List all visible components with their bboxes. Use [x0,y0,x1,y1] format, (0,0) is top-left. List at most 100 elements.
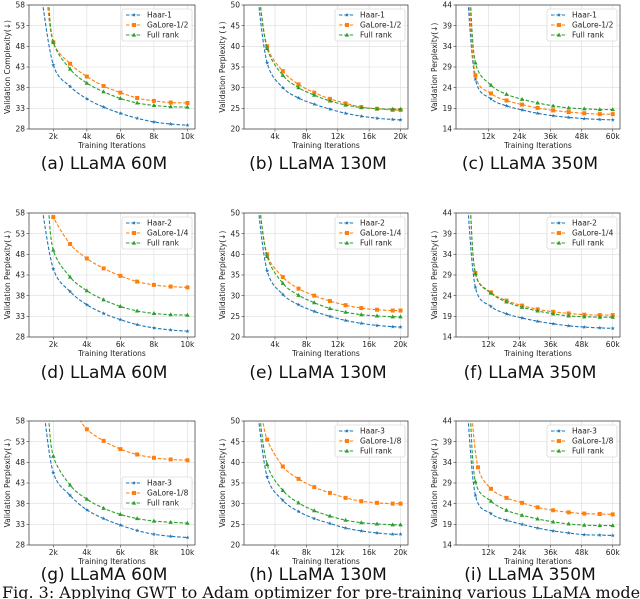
x-tick-label: 48k [575,548,590,557]
y-tick-label: 20 [230,125,240,134]
square-marker [375,307,380,312]
square-marker [390,501,395,506]
y-tick-label: 35 [230,479,240,488]
y-tick-label: 48 [15,458,25,467]
star-marker [280,85,285,90]
series-line [467,5,613,121]
legend-item: GaLore-1/8 [126,489,189,498]
square-marker [345,231,349,235]
triangle-marker [344,32,350,37]
series-group [467,5,615,122]
square-marker [488,486,493,491]
axes-frame [28,420,196,546]
y-axis-label: Validation Complexity(↓) [3,20,12,114]
star-marker [312,102,317,106]
x-tick-label: 4k [82,340,92,349]
star-marker [398,117,403,122]
square-marker [132,231,136,235]
subplot-caption: (e) LLaMA 130M [249,363,386,383]
legend-item: Haar-2 [339,219,385,228]
square-marker [312,293,317,298]
y-tick-label: 53 [15,437,25,446]
legend-item: Full rank [551,31,605,40]
square-marker [151,455,156,460]
y-tick-label: 48 [15,42,25,51]
triangle-marker [327,513,333,518]
triangle-marker [185,520,190,525]
series-line [259,213,401,312]
series-line [46,5,188,104]
triangle-marker [610,523,615,528]
star-marker [390,117,395,122]
square-marker [473,73,478,78]
series-group [42,5,190,128]
star-marker [131,220,137,225]
triangle-marker [84,80,90,85]
square-marker [535,505,540,510]
y-tick-label: 28 [15,333,25,342]
star-marker [296,509,301,514]
y-tick-label: 53 [15,229,25,238]
triangle-marker [134,308,140,313]
square-marker [151,282,156,287]
x-tick-label: 2k [49,132,59,141]
series-full [48,5,190,109]
star-marker [519,315,525,320]
x-tick-label: 16k [362,132,377,141]
y-tick-label: 39 [442,437,452,446]
triangle-marker [151,103,157,108]
x-tick-label: 12k [331,548,346,557]
subplot-caption: (b) LLaMA 130M [249,154,387,174]
star-marker [135,528,140,533]
square-marker [520,500,525,505]
star-marker [374,116,380,121]
x-tick-label: 12k [331,340,346,349]
triangle-marker [488,290,494,295]
x-tick-label: 60k [606,548,621,557]
star-marker [504,518,509,522]
y-tick-label: 14 [442,125,452,134]
y-tick-label: 28 [15,541,25,550]
square-marker [185,458,190,463]
legend-box [546,8,618,42]
legend-box [334,424,406,458]
x-tick-label: 12k [481,132,496,141]
star-marker [504,311,509,316]
axes-frame [243,4,409,130]
series-group [258,213,403,329]
star-marker [473,77,478,82]
series-full [470,213,615,319]
star-marker [390,324,395,329]
square-marker [566,110,571,115]
square-marker [557,23,561,27]
series-line [471,421,613,515]
series-line [467,213,613,329]
triangle-marker [343,517,348,522]
triangle-marker [390,106,395,111]
legend-label: GaLore-1/8 [147,489,189,498]
x-tick-label: 16k [362,548,377,557]
triangle-marker [398,522,403,527]
series-group [258,421,403,537]
y-tick-label: 43 [15,63,25,72]
legend-item: Full rank [126,31,180,40]
triangle-marker [519,304,525,309]
square-marker [359,499,364,504]
y-tick-label: 29 [442,479,452,488]
triangle-marker [67,482,73,487]
triangle-marker [597,314,602,319]
x-tick-label: 48k [575,340,590,349]
legend-label: Haar-2 [147,219,172,228]
legend-item: GaLore-1/4 [126,229,189,238]
star-marker [151,119,157,124]
star-marker [265,474,270,479]
star-marker [131,12,137,17]
triangle-marker [344,240,350,245]
triangle-marker [343,102,348,107]
star-marker [280,292,285,297]
triangle-marker [264,462,270,466]
y-tick-label: 25 [230,104,240,113]
legend-item: Haar-3 [339,427,385,436]
square-marker [118,447,123,452]
